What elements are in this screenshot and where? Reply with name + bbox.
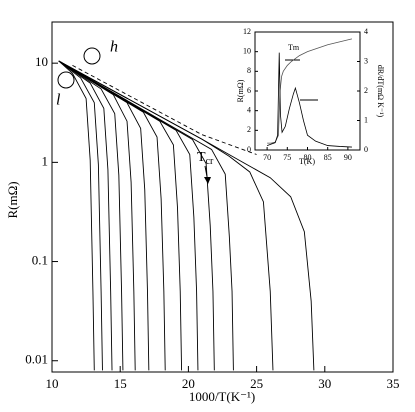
x-axis-label: 1000/T(K⁻¹) [189,389,255,404]
inset-y-label: R(mΩ) [236,79,245,102]
x-tick-label: 15 [114,376,127,391]
h-label: h [110,39,118,56]
series-line [58,60,315,371]
l-label: l [56,92,61,109]
series-line [72,64,257,155]
x-tick-label: 70 [263,153,271,162]
y-tick-label: 6 [247,86,251,95]
inset-x-label: T(K) [299,157,315,166]
y-tick-label: 0.1 [32,253,48,268]
x-tick-label: 25 [250,376,263,391]
series-line [58,60,95,371]
tcr-label: Tcr [197,150,214,167]
series-line [58,60,124,371]
y-tick-label: 0 [247,145,251,154]
h-circle [83,47,101,65]
y-tick-label: 4 [247,105,251,114]
x-tick-label: 35 [387,376,400,391]
y-tick-label: 12 [243,27,251,36]
y2-tick-label: 0 [364,145,368,154]
tcr-sub: cr [206,156,214,167]
series-line [58,60,136,371]
x-tick-label: 75 [283,153,291,162]
series-line [58,60,166,371]
x-tick-label: 85 [324,153,332,162]
x-tick-label: 30 [318,376,331,391]
tm-label: Tm [288,43,300,52]
y-axis-label: R(mΩ) [5,181,20,218]
x-tick-label: 20 [182,376,195,391]
plot-frame [51,21,394,373]
x-tick-label: 90 [344,153,352,162]
series-line [58,60,199,371]
l-circle [57,71,75,89]
series-line [58,60,103,371]
y-tick-label: 10 [35,54,48,69]
y-tick-label: 2 [247,125,251,134]
tcr-main: T [197,150,206,165]
y2-tick-label: 3 [364,56,368,65]
y2-tick-label: 4 [364,27,368,36]
series-line [266,52,352,148]
inset-y2-label: dR/dT(mΩ K⁻¹) [376,65,385,118]
x-tick-label: 80 [304,153,312,162]
y2-tick-label: 1 [364,115,368,124]
y-tick-label: 0.01 [25,352,48,367]
inset-frame [254,31,361,151]
series-line [58,60,215,371]
y-tick-label: 10 [243,46,251,55]
series-line [58,60,234,371]
y-tick-label: 1 [42,153,49,168]
y2-tick-label: 2 [364,86,368,95]
series-line [58,60,113,371]
y-tick-label: 8 [247,66,251,75]
x-tick-label: 10 [46,376,59,391]
